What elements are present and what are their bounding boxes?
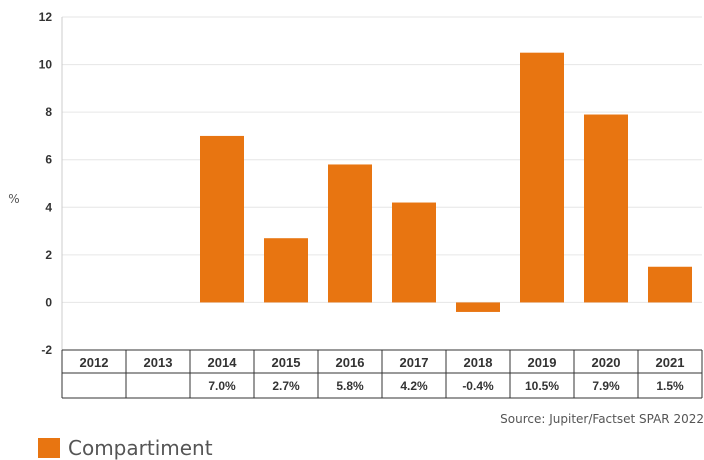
- x-tick-label: 2012: [80, 355, 109, 370]
- bar: [200, 135, 244, 303]
- legend-label: Compartiment: [68, 436, 213, 460]
- y-tick-label: 0: [45, 295, 52, 309]
- legend-swatch: [38, 438, 60, 458]
- bar: [328, 164, 372, 303]
- data-label: 7.0%: [208, 379, 236, 393]
- legend: Compartiment: [38, 436, 213, 460]
- x-tick-label: 2013: [144, 355, 173, 370]
- bar-chart: -2 0 2 4 6 8 10 12% 2012 2013 2014 7.0% 2015 2.7% 2016…: [8, 10, 703, 399]
- y-tick-label: 2: [45, 248, 52, 262]
- bar: [456, 302, 500, 312]
- y-tick-label: 4: [45, 200, 52, 214]
- data-label: 1.5%: [656, 379, 684, 393]
- bar: [648, 266, 692, 303]
- source-note: Source: Jupiter/Factset SPAR 2022: [500, 412, 704, 426]
- x-tick-label: 2016: [336, 355, 365, 370]
- y-axis-label: %: [8, 192, 19, 206]
- data-label: 7.9%: [592, 379, 620, 393]
- x-tick-label: 2021: [656, 355, 685, 370]
- y-tick-label: 10: [39, 58, 53, 72]
- bar: [520, 52, 564, 303]
- data-label: 2.7%: [272, 379, 300, 393]
- data-label: 10.5%: [525, 379, 559, 393]
- y-tick-label: 8: [45, 105, 52, 119]
- y-tick-label: 12: [39, 10, 53, 24]
- data-label: -0.4%: [462, 379, 494, 393]
- x-tick-label: 2017: [400, 355, 429, 370]
- x-tick-label: 2015: [272, 355, 301, 370]
- x-tick-label: 2020: [592, 355, 621, 370]
- data-label: 4.2%: [400, 379, 428, 393]
- bar: [584, 114, 628, 303]
- x-tick-label: 2019: [528, 355, 557, 370]
- y-tick-label: 6: [45, 153, 52, 167]
- y-tick-label: -2: [41, 343, 52, 357]
- x-tick-label: 2018: [464, 355, 493, 370]
- bar: [392, 202, 436, 303]
- x-tick-label: 2014: [208, 355, 238, 370]
- data-label: 5.8%: [336, 379, 364, 393]
- bar: [264, 238, 308, 303]
